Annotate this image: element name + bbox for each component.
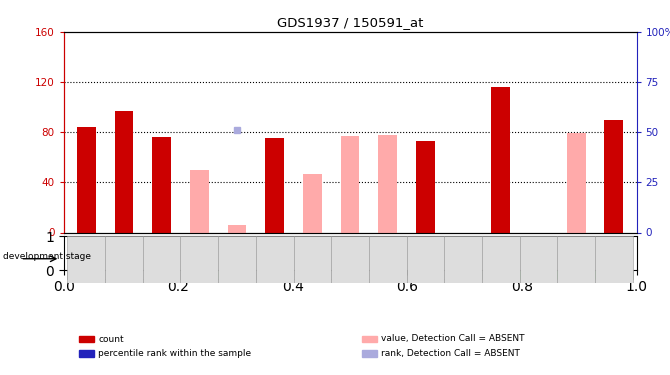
- Bar: [340, 136, 360, 232]
- Bar: [604, 120, 623, 232]
- Bar: [228, 225, 247, 232]
- Bar: [152, 137, 171, 232]
- Text: development stage: development stage: [3, 252, 91, 261]
- Bar: [407, 236, 482, 279]
- Bar: [265, 138, 284, 232]
- Bar: [190, 170, 209, 232]
- Text: value, Detection Call = ABSENT: value, Detection Call = ABSENT: [381, 334, 525, 344]
- Bar: [482, 236, 520, 283]
- Text: end of gastrulation: end of gastrulation: [519, 254, 596, 262]
- Bar: [362, 350, 377, 357]
- Text: before zygotic
transcription: before zygotic transcription: [95, 248, 153, 267]
- Bar: [416, 141, 435, 232]
- Bar: [143, 236, 180, 283]
- Bar: [256, 236, 293, 283]
- Bar: [256, 236, 407, 279]
- Bar: [115, 111, 133, 232]
- Bar: [482, 236, 632, 279]
- Bar: [79, 336, 94, 342]
- Bar: [407, 236, 444, 283]
- Text: percentile rank within the sample: percentile rank within the sample: [98, 349, 251, 358]
- Text: rank, Detection Call = ABSENT: rank, Detection Call = ABSENT: [381, 349, 520, 358]
- Bar: [180, 236, 218, 283]
- Bar: [293, 236, 331, 283]
- Bar: [444, 236, 482, 283]
- Bar: [77, 127, 96, 232]
- Bar: [595, 236, 632, 283]
- Bar: [68, 236, 105, 283]
- Bar: [567, 134, 586, 232]
- Bar: [79, 350, 94, 357]
- Bar: [105, 236, 143, 283]
- Bar: [68, 236, 180, 279]
- Text: beginning of
gastrulation: beginning of gastrulation: [419, 248, 470, 267]
- Bar: [331, 236, 369, 283]
- Bar: [180, 236, 256, 279]
- Bar: [557, 236, 595, 283]
- Bar: [491, 87, 511, 232]
- Bar: [379, 135, 397, 232]
- Bar: [218, 236, 256, 283]
- Text: fast phase of
cellularization: fast phase of cellularization: [303, 248, 360, 267]
- Bar: [362, 336, 377, 342]
- Text: slow phase of
cellularization: slow phase of cellularization: [190, 248, 246, 267]
- Title: GDS1937 / 150591_at: GDS1937 / 150591_at: [277, 16, 423, 29]
- Bar: [520, 236, 557, 283]
- Text: count: count: [98, 334, 124, 344]
- Bar: [303, 174, 322, 232]
- Bar: [369, 236, 407, 283]
